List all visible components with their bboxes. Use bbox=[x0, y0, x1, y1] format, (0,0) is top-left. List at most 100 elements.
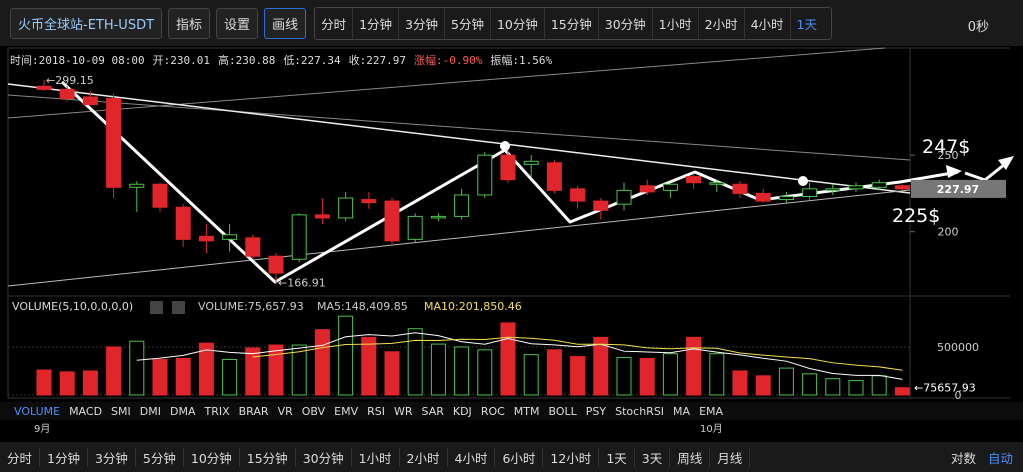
volume-bar bbox=[454, 346, 470, 396]
indicator-tab[interactable]: MACD bbox=[69, 404, 103, 418]
arrow-head bbox=[998, 156, 1014, 170]
period-tab[interactable]: 1分钟 bbox=[353, 7, 400, 39]
period-tab[interactable]: 4小时 bbox=[745, 7, 791, 39]
period-tab[interactable]: 2小时 bbox=[699, 7, 745, 39]
gear-icon[interactable] bbox=[150, 301, 163, 314]
period-tab[interactable]: 1天 bbox=[599, 447, 635, 467]
volume-bar bbox=[732, 370, 748, 396]
period-tab[interactable]: 10分钟 bbox=[491, 7, 545, 39]
pivot-dot bbox=[798, 176, 808, 186]
period-tab[interactable]: 10分钟 bbox=[184, 447, 240, 467]
volume-bar bbox=[639, 357, 655, 396]
indicator-tab[interactable]: DMI bbox=[139, 404, 161, 418]
period-tab[interactable]: 30分钟 bbox=[599, 7, 653, 39]
candle-body bbox=[755, 192, 771, 202]
volume-bar bbox=[222, 358, 238, 396]
indicator-tab[interactable]: EMA bbox=[699, 404, 724, 418]
period-tab[interactable]: 1小时 bbox=[653, 7, 699, 39]
y-tick-label: 500000 bbox=[937, 341, 979, 354]
candle-body bbox=[662, 183, 678, 191]
candle-body bbox=[361, 199, 377, 204]
period-tab[interactable]: 分时 bbox=[0, 447, 41, 467]
period-tab[interactable]: 分时 bbox=[315, 7, 354, 39]
volume-bar bbox=[500, 322, 516, 396]
period-tab[interactable]: 周线 bbox=[670, 447, 711, 467]
candle-body bbox=[291, 214, 307, 260]
period-tab[interactable]: 1小时 bbox=[352, 447, 400, 467]
arrow-head bbox=[946, 165, 962, 178]
candle-body bbox=[570, 188, 586, 202]
period-tab[interactable]: 12小时 bbox=[543, 447, 600, 467]
volume-bar bbox=[361, 336, 377, 396]
period-tab[interactable]: 3天 bbox=[635, 447, 671, 467]
indicator-tab[interactable]: DMA bbox=[169, 404, 196, 418]
volume-bar bbox=[175, 357, 191, 396]
candle-body bbox=[709, 182, 725, 185]
volume-title: VOLUME(5,10,0,0,0,0) bbox=[12, 300, 133, 313]
candle-body bbox=[338, 197, 354, 219]
indicator-tab[interactable]: MTM bbox=[513, 404, 540, 418]
indicator-tab[interactable]: StochRSI bbox=[615, 404, 665, 418]
period-tab[interactable]: 6小时 bbox=[495, 447, 544, 467]
volume-bar bbox=[36, 369, 52, 396]
indicator-tab[interactable]: RSI bbox=[367, 404, 385, 418]
indicator-tab[interactable]: SAR bbox=[421, 404, 444, 418]
indicator-tab[interactable]: BOLL bbox=[548, 404, 577, 418]
indicator-tab[interactable]: WR bbox=[393, 404, 413, 418]
indicator-button[interactable]: 指标 bbox=[168, 7, 211, 39]
period-tab[interactable]: 30分钟 bbox=[296, 447, 352, 467]
timer: 0秒 bbox=[967, 20, 989, 35]
volume-stat: MA10:201,850.46 bbox=[424, 300, 522, 313]
info-item: 开:230.01 bbox=[152, 54, 210, 67]
period-tab[interactable]: 2小时 bbox=[400, 447, 448, 467]
volume-bar bbox=[384, 351, 400, 396]
indicator-tab[interactable]: KDJ bbox=[452, 404, 472, 418]
period-tab[interactable]: 5分钟 bbox=[136, 447, 184, 467]
period-tab[interactable]: 1分钟 bbox=[40, 447, 88, 467]
indicator-tabs: VOLUME MACD SMI DMI DMA TRIX BRAR VR OBV EMV RSI WR… bbox=[0, 402, 1023, 420]
volume-stat: VOLUME:75,657.93 bbox=[198, 300, 304, 313]
volume-bar bbox=[430, 343, 446, 396]
period-tab[interactable]: 15分钟 bbox=[545, 7, 599, 39]
volume-bar bbox=[152, 358, 168, 396]
indicator-tab[interactable]: VOLUME bbox=[14, 404, 61, 418]
symbol-select[interactable]: 火币全球站-ETH-USDT bbox=[10, 7, 163, 39]
period-tab[interactable]: 3分钟 bbox=[88, 447, 136, 467]
candle-body bbox=[616, 189, 632, 205]
candle-body bbox=[639, 185, 655, 193]
period-tab[interactable]: 月线 bbox=[710, 447, 751, 467]
indicator-tab[interactable]: OBV bbox=[301, 404, 326, 418]
volume-bar bbox=[245, 347, 261, 396]
period-tab[interactable]: 15分钟 bbox=[240, 447, 296, 467]
info-item: 收:227.97 bbox=[348, 54, 407, 67]
draw-button[interactable]: 画线 bbox=[264, 7, 307, 39]
volume-stat: MA5:148,409.85 bbox=[317, 300, 408, 313]
volume-bar bbox=[709, 353, 725, 396]
period-tabs: 分时 1分钟 3分钟 5分钟 10分钟 15分钟 30分钟 1小时 2小时 4小时 1天 bbox=[314, 6, 832, 40]
indicator-tab[interactable]: BRAR bbox=[238, 404, 269, 418]
indicator-tab[interactable]: TRIX bbox=[204, 404, 230, 418]
period-tab[interactable]: 3分钟 bbox=[399, 7, 445, 39]
indicator-tab[interactable]: VR bbox=[277, 404, 293, 418]
period-tab[interactable]: 1天 bbox=[796, 16, 817, 32]
month-label: 9月 bbox=[34, 423, 50, 435]
indicator-tab[interactable]: MA bbox=[673, 404, 691, 418]
candle-body bbox=[198, 235, 214, 242]
period-tab[interactable]: 4小时 bbox=[448, 447, 496, 467]
period-tab[interactable]: 5分钟 bbox=[445, 7, 491, 39]
volume-bar bbox=[825, 378, 841, 396]
last-volume: ←75657.93 bbox=[914, 382, 976, 395]
indicator-tab[interactable]: PSY bbox=[585, 404, 607, 418]
indicator-tab[interactable]: SMI bbox=[111, 404, 131, 418]
low-label: ←166.91 bbox=[278, 276, 326, 289]
indicator-tab[interactable]: EMV bbox=[334, 404, 359, 418]
last-price-box bbox=[911, 179, 1006, 198]
volume-bar bbox=[616, 357, 632, 396]
last-price: 227.97 bbox=[937, 183, 979, 196]
indicator-tab[interactable]: ROC bbox=[480, 404, 505, 418]
candle-body bbox=[546, 162, 562, 191]
settings-button[interactable]: 设置 bbox=[216, 7, 259, 39]
option[interactable]: 自动 bbox=[987, 450, 1013, 466]
option[interactable]: 对数 bbox=[950, 450, 976, 466]
close-icon[interactable] bbox=[172, 301, 185, 314]
